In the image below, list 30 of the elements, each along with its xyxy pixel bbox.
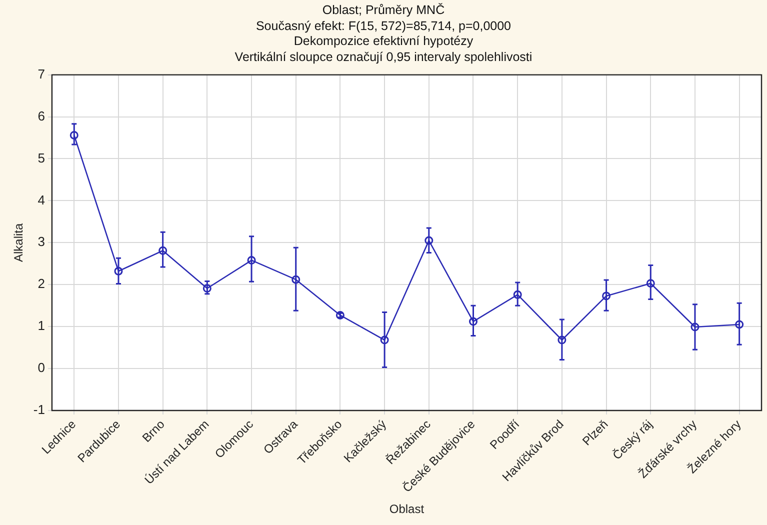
- point: [247, 256, 256, 265]
- point: [70, 130, 78, 140]
- point: [292, 275, 300, 284]
- text: Vertikální sloupce označují 0,95 intervaly spolehlivosti: [234, 50, 534, 65]
- chart-title: Oblast; Průměry MNČ: [321, 3, 446, 18]
- point: [558, 336, 566, 344]
- y-tick-label: 6: [38, 108, 45, 124]
- point: [690, 322, 700, 332]
- y-tick-label: 3: [38, 234, 45, 250]
- y-tick-label: -1: [33, 402, 45, 418]
- y-tick-label: 1: [38, 318, 45, 334]
- point: [158, 246, 168, 255]
- chart-subtitle: Současný efekt: F(15, 572)=85,714, p=0,0000: [254, 18, 512, 34]
- point: [602, 292, 611, 300]
- y-tick-label: 7: [38, 66, 45, 82]
- point: [424, 236, 434, 245]
- point: [380, 336, 389, 344]
- point: [513, 290, 522, 299]
- y-axis-title: Alkalita: [12, 222, 26, 262]
- text: Dekompozice efektivní hypotézy: [292, 34, 474, 50]
- y-tick-label: 4: [38, 192, 45, 208]
- point: [735, 320, 744, 329]
- y-tick-label: 0: [38, 360, 45, 376]
- point: [469, 317, 478, 326]
- y-tick-label: 5: [38, 150, 45, 166]
- point: [646, 279, 655, 288]
- point: [202, 284, 212, 293]
- point: [114, 266, 123, 276]
- x-axis-title: Oblast: [389, 502, 425, 516]
- y-tick-label: 2: [38, 276, 45, 292]
